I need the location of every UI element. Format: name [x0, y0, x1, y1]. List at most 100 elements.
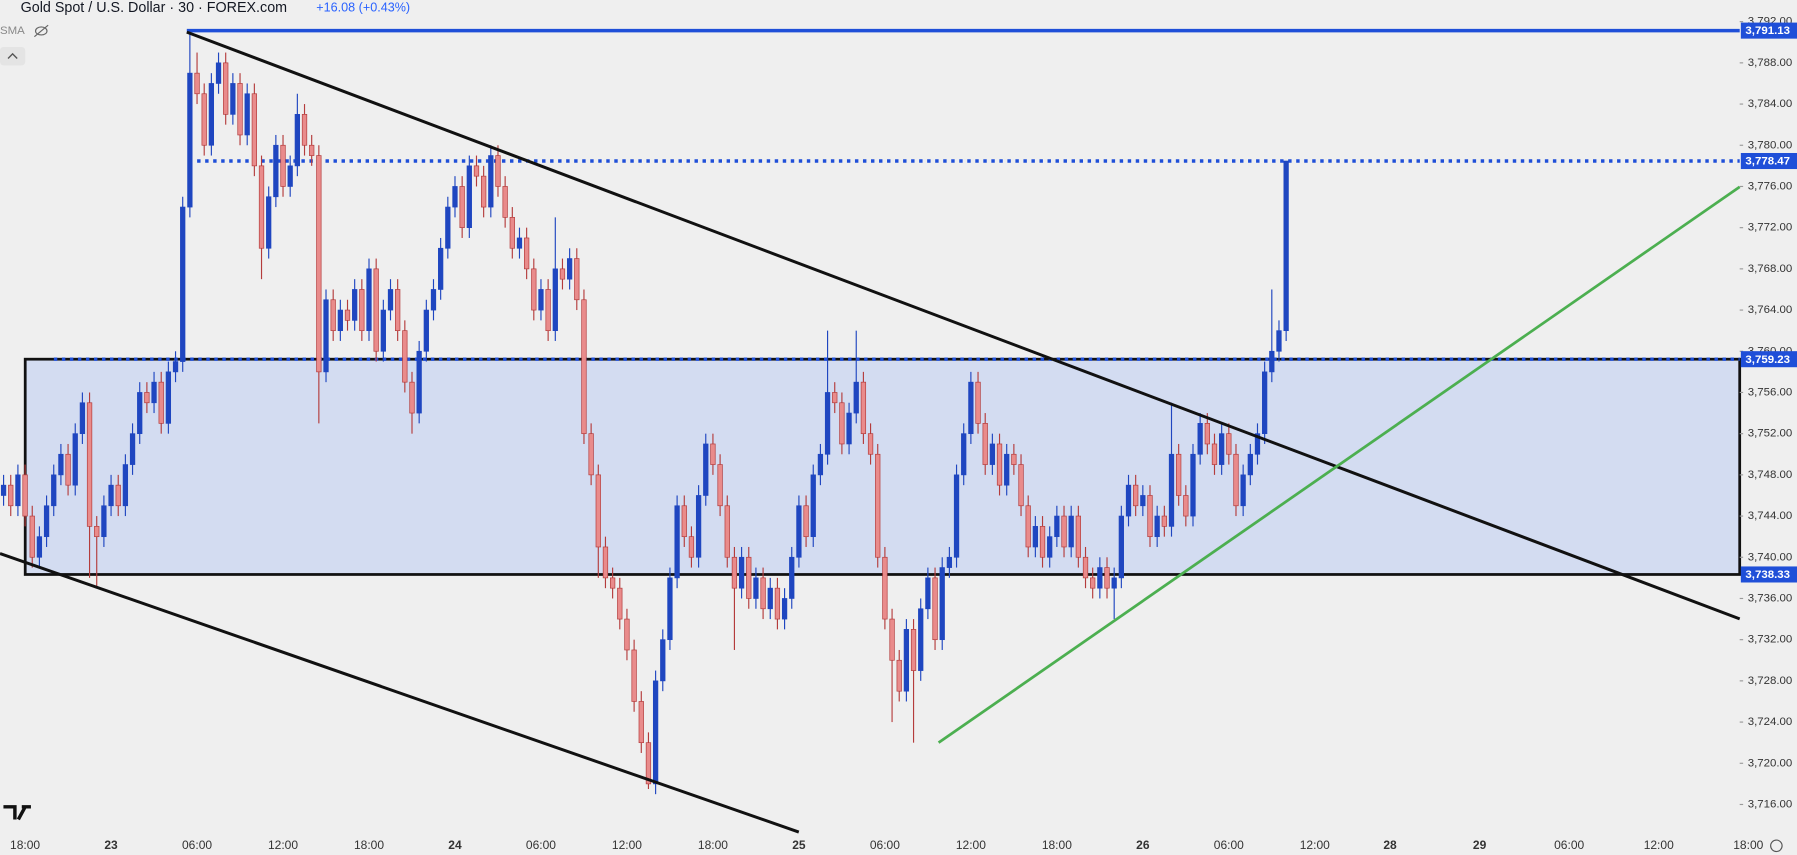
candle-body: [1211, 443, 1218, 465]
candle-body: [194, 72, 200, 95]
y-tick-label: 3,792.00: [1748, 16, 1793, 28]
candle-body: [810, 474, 816, 538]
y-tick-label: 3,776.00: [1748, 180, 1793, 192]
x-tick-label: 23: [104, 838, 118, 852]
candle-body: [925, 577, 931, 610]
candle-body: [337, 309, 343, 332]
candle-body: [1247, 453, 1253, 476]
candle-body: [1176, 453, 1182, 496]
chart-title: Gold Spot / U.S. Dollar · 30 · FOREX.com: [21, 0, 287, 16]
y-tick-label: 3,756.00: [1748, 386, 1793, 398]
candle-body: [151, 381, 157, 404]
candle-body: [1075, 515, 1081, 558]
candle-body: [652, 680, 659, 785]
candle-body: [366, 268, 372, 332]
candle-body: [29, 515, 35, 558]
level-price-label: 3,791.13: [1745, 25, 1790, 37]
x-tick-label: 29: [1473, 838, 1487, 852]
x-tick-label: 12:00: [268, 838, 298, 852]
candle-body: [309, 144, 315, 156]
candle-body: [273, 144, 279, 198]
candle-body: [129, 433, 136, 465]
candle-body: [939, 567, 945, 641]
level-price-box: [1740, 22, 1797, 39]
candle-body: [251, 93, 257, 167]
candle-body: [43, 505, 50, 538]
candle-body: [609, 577, 616, 589]
candle-body: [301, 114, 308, 146]
candle-body: [8, 484, 14, 507]
range-box: [23, 357, 1742, 576]
candle-body: [0, 484, 7, 496]
candle-body: [624, 618, 630, 651]
candle-body: [359, 289, 365, 332]
candle-body: [824, 392, 831, 455]
candle-body: [645, 742, 652, 785]
candle-body: [674, 505, 680, 579]
x-tick-label: 06:00: [1214, 838, 1244, 852]
candle-body: [767, 587, 773, 610]
level-price-box: [1740, 152, 1797, 170]
candle-body: [473, 165, 480, 177]
candle-body: [581, 299, 587, 435]
candle-body: [860, 381, 867, 435]
candle-body: [22, 474, 28, 517]
candle-body: [867, 433, 874, 455]
candle-body: [574, 258, 580, 301]
candle-body: [889, 618, 895, 661]
candle-body: [158, 381, 164, 424]
x-tick-label: 18:00: [10, 838, 40, 852]
candle-body: [15, 474, 21, 507]
indicator-label[interactable]: SMA: [0, 25, 25, 37]
settings-icon[interactable]: [1770, 839, 1783, 853]
candle-body: [380, 309, 386, 352]
candle-body: [36, 536, 43, 558]
collapse-button[interactable]: [0, 47, 26, 66]
candle-body: [781, 598, 788, 620]
candle-body: [1104, 567, 1110, 589]
candle-body: [438, 247, 444, 290]
candle-body: [789, 556, 795, 599]
candle-body: [968, 381, 974, 435]
y-tick-label: 3,716.00: [1748, 799, 1793, 811]
candle-body: [208, 83, 215, 146]
candle-body: [903, 629, 910, 692]
candle-body: [695, 495, 702, 558]
visibility-icon[interactable]: [34, 24, 49, 38]
x-tick-label: 06:00: [526, 838, 556, 852]
candle-body: [631, 649, 637, 702]
candle-body: [452, 186, 458, 208]
trend-line: [937, 185, 1741, 744]
trend-line: [0, 552, 800, 834]
x-tick-label: 25: [792, 838, 806, 852]
candle-body: [1154, 515, 1160, 538]
candle-body: [416, 350, 422, 414]
candle-body: [882, 556, 888, 620]
candle-body: [918, 608, 924, 671]
x-tick-label: 18:00: [698, 838, 728, 852]
candle-body: [524, 237, 530, 270]
candle-body: [953, 474, 960, 558]
candle-body: [660, 639, 666, 682]
candle-body: [172, 361, 179, 373]
candle-body: [201, 93, 207, 146]
y-tick-label: 3,788.00: [1748, 57, 1793, 69]
candle-body: [1082, 556, 1089, 579]
candle-body: [1147, 495, 1153, 538]
candle-body: [602, 546, 609, 579]
candle-body: [545, 289, 551, 332]
candle-body: [588, 433, 594, 476]
candle-body: [796, 505, 802, 558]
candle-body: [552, 268, 558, 332]
candle-body: [409, 381, 415, 414]
candle-body: [488, 155, 494, 208]
candle-body: [266, 196, 272, 249]
candle-body: [1204, 423, 1210, 445]
candle-body: [1039, 526, 1046, 558]
candle-body: [717, 464, 723, 507]
candle-body: [244, 93, 250, 136]
candle-body: [101, 505, 107, 538]
candle-body: [122, 464, 129, 507]
candle-body: [502, 186, 508, 218]
candle-body: [115, 484, 121, 507]
